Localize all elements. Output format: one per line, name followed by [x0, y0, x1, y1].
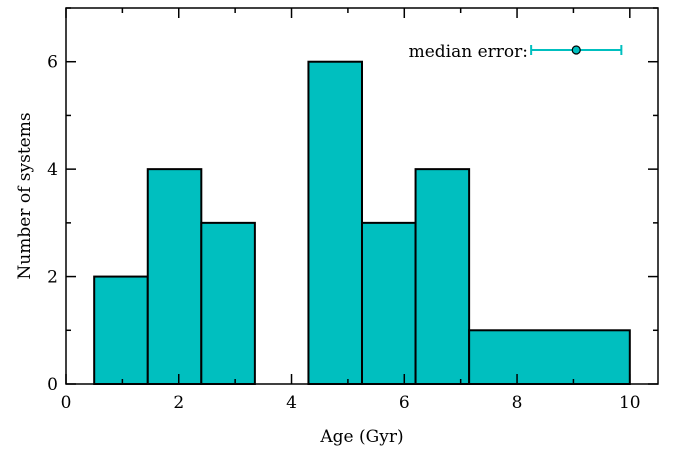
median-error-legend: median error: [409, 42, 623, 62]
histogram-bar-2 [200, 221, 256, 385]
x-tick-label: 8 [512, 393, 523, 413]
histogram-bar-0 [93, 275, 149, 386]
tick-labels: 0 2 4 6 8 10 0 2 4 6 [47, 53, 640, 413]
y-tick-label: 6 [47, 53, 58, 73]
x-tick-label: 0 [61, 393, 72, 413]
y-tick-label: 4 [47, 160, 58, 180]
x-tick-label: 4 [286, 393, 297, 413]
x-axis-label: Age (Gyr) [319, 427, 403, 447]
axis-ticks [65, 7, 658, 385]
histogram-bar-6 [414, 168, 471, 385]
histogram-bar-1 [146, 168, 203, 385]
histogram-bar-7 [468, 329, 631, 385]
x-tick-label: 10 [619, 393, 641, 413]
error-bar-marker [571, 45, 581, 55]
histogram-bar-4 [307, 60, 364, 385]
x-tick-label: 2 [173, 393, 184, 413]
y-axis-label: Number of systems [15, 112, 35, 279]
plot-frame [65, 7, 659, 385]
histogram-bar-5 [361, 221, 417, 385]
x-tick-label: 6 [399, 393, 410, 413]
legend-label: median error: [409, 42, 528, 62]
histogram-bars [93, 60, 631, 386]
y-tick-label: 0 [47, 375, 58, 395]
y-tick-label: 2 [47, 268, 58, 288]
